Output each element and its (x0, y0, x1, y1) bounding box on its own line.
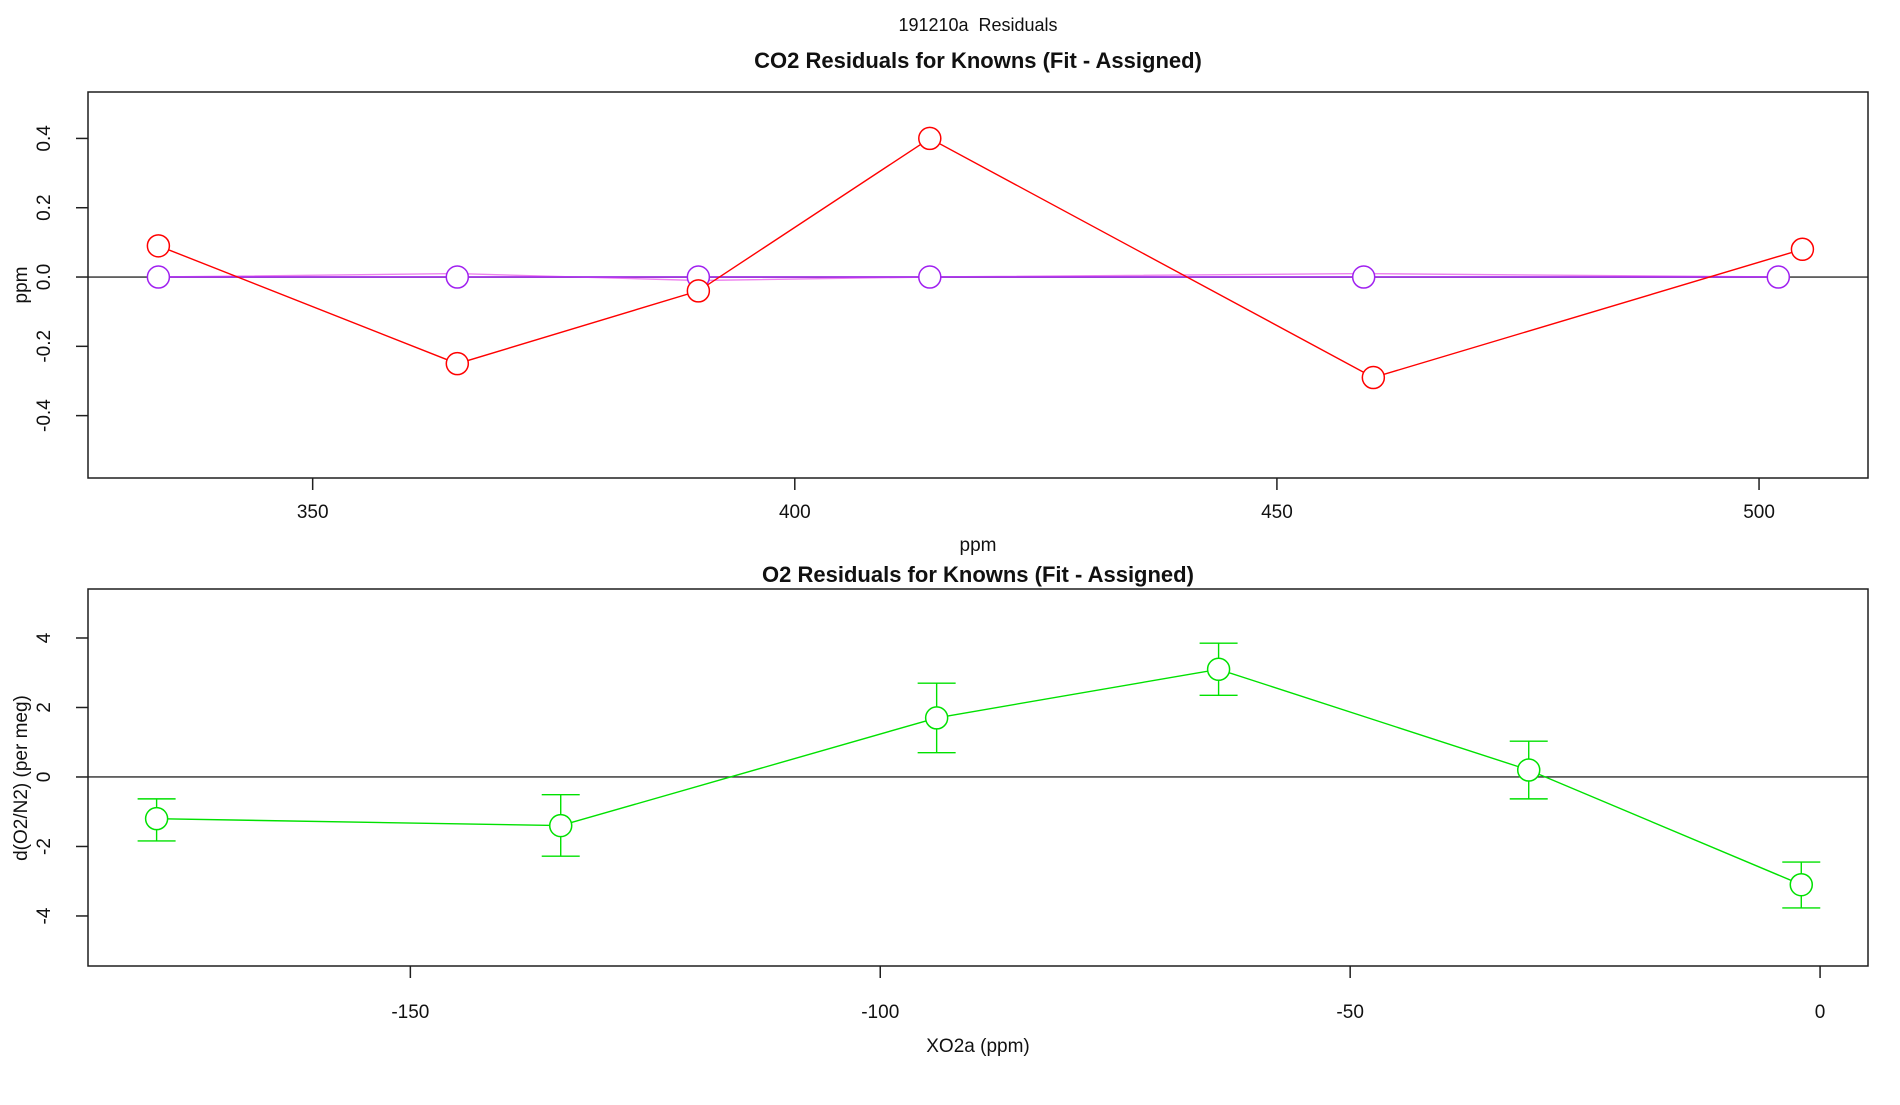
y-tick-label: 0 (34, 772, 55, 783)
o2-residuals-panel: -150 -100 -50 0 -4 -2 0 2 4 (34, 588, 1869, 1023)
green-o2-residuals-point (144, 806, 169, 831)
bottom-x-axis-label: XO2a (ppm) (926, 1036, 1029, 1057)
x-tick-label: -150 (391, 1002, 429, 1023)
red-residuals-point (1790, 237, 1815, 262)
purple-residuals-point (1351, 265, 1376, 289)
purple-residuals-point (918, 265, 942, 289)
y-tick-label: 4 (34, 632, 55, 643)
top-plot-title: CO2 Residuals for Knowns (Fit - Assigned… (754, 48, 1202, 73)
x-tick-label: 450 (1261, 502, 1293, 523)
x-tick-label: -50 (1336, 1002, 1363, 1023)
green-o2-residuals-point (1789, 872, 1814, 897)
x-tick-label: -100 (861, 1002, 899, 1023)
red-residuals-point (445, 351, 470, 376)
green-o2-residuals-point (548, 813, 573, 838)
y-tick-label: -2 (34, 838, 55, 855)
y-tick-label: 0.2 (34, 194, 55, 220)
bottom-y-axis-label: d(O2/N2) (per meg) (11, 695, 32, 861)
green-o2-residuals-point (1516, 758, 1541, 782)
y-tick-label: 0.0 (34, 264, 55, 290)
red-residuals-point (146, 234, 171, 258)
y-tick-label: 2 (34, 702, 55, 713)
red-residuals-point (1361, 365, 1386, 390)
top-x-axis-label: ppm (960, 535, 997, 556)
x-tick-label: 400 (779, 502, 811, 523)
purple-residuals-point (146, 265, 171, 289)
x-tick-label: 0 (1815, 1002, 1826, 1023)
red-residuals-point (686, 279, 711, 303)
x-tick-label: 500 (1743, 502, 1775, 523)
y-tick-label: -0.4 (34, 399, 55, 432)
bottom-plot-title: O2 Residuals for Knowns (Fit - Assigned) (762, 562, 1194, 587)
red-residuals-line (158, 137, 1803, 379)
purple-residuals-point (445, 265, 470, 289)
plot-box (87, 91, 1869, 479)
green-o2-residuals-point (1206, 657, 1231, 682)
green-o2-residuals-point (924, 706, 949, 730)
top-y-axis-label: ppm (11, 267, 32, 304)
y-tick-label: -4 (34, 907, 55, 924)
purple-residuals-point (1766, 265, 1791, 289)
co2-residuals-panel: 350 400 450 500 -0.4 -0.2 0.0 0.2 0.4 (34, 91, 1869, 523)
green-o2-residuals-line (156, 668, 1802, 886)
y-tick-label: -0.2 (34, 330, 55, 363)
violet-residuals-line (158, 272, 1779, 282)
main-title: 191210a Residuals (898, 15, 1057, 35)
y-tick-label: 0.4 (34, 125, 55, 152)
red-residuals-point (918, 126, 942, 151)
x-tick-label: 350 (297, 502, 329, 523)
